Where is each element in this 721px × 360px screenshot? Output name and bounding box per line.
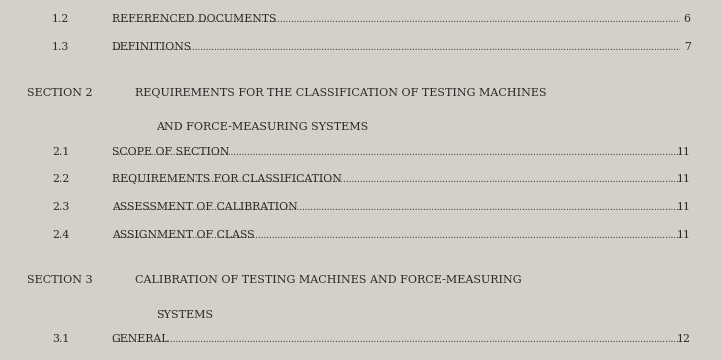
Text: 2.1: 2.1 xyxy=(52,147,69,157)
Text: ................................................................................: ........................................… xyxy=(0,148,721,157)
Text: ................................................................................: ........................................… xyxy=(0,15,721,24)
Text: AND FORCE-MEASURING SYSTEMS: AND FORCE-MEASURING SYSTEMS xyxy=(156,122,368,132)
Text: ................................................................................: ........................................… xyxy=(0,335,721,344)
Text: 2.3: 2.3 xyxy=(52,202,69,212)
Text: 7: 7 xyxy=(684,42,691,52)
Text: 11: 11 xyxy=(677,174,691,184)
Text: 2.4: 2.4 xyxy=(52,230,69,240)
Text: REQUIREMENTS FOR THE CLASSIFICATION OF TESTING MACHINES: REQUIREMENTS FOR THE CLASSIFICATION OF T… xyxy=(135,88,547,98)
Text: ASSIGNMENT OF CLASS: ASSIGNMENT OF CLASS xyxy=(112,230,255,240)
Text: 11: 11 xyxy=(677,230,691,240)
Text: SCOPE OF SECTION: SCOPE OF SECTION xyxy=(112,147,229,157)
Text: CALIBRATION OF TESTING MACHINES AND FORCE-MEASURING: CALIBRATION OF TESTING MACHINES AND FORC… xyxy=(135,275,521,285)
Text: 2.2: 2.2 xyxy=(52,174,69,184)
Text: ASSESSMENT OF CALIBRATION: ASSESSMENT OF CALIBRATION xyxy=(112,202,297,212)
Text: 11: 11 xyxy=(677,202,691,212)
Text: SECTION 2: SECTION 2 xyxy=(27,88,93,98)
Text: 1.2: 1.2 xyxy=(52,14,69,24)
Text: REQUIREMENTS FOR CLASSIFICATION: REQUIREMENTS FOR CLASSIFICATION xyxy=(112,174,342,184)
Text: REFERENCED DOCUMENTS: REFERENCED DOCUMENTS xyxy=(112,14,276,24)
Text: ................................................................................: ........................................… xyxy=(0,175,721,184)
Text: SYSTEMS: SYSTEMS xyxy=(156,310,213,320)
Text: 6: 6 xyxy=(684,14,691,24)
Text: 3.1: 3.1 xyxy=(52,334,69,344)
Text: ................................................................................: ........................................… xyxy=(0,43,721,52)
Text: SECTION 3: SECTION 3 xyxy=(27,275,93,285)
Text: 1.3: 1.3 xyxy=(52,42,69,52)
Text: DEFINITIONS: DEFINITIONS xyxy=(112,42,192,52)
Text: ................................................................................: ........................................… xyxy=(0,231,721,240)
Text: GENERAL: GENERAL xyxy=(112,334,169,344)
Text: ................................................................................: ........................................… xyxy=(0,203,721,212)
Text: 11: 11 xyxy=(677,147,691,157)
Text: 12: 12 xyxy=(677,334,691,344)
